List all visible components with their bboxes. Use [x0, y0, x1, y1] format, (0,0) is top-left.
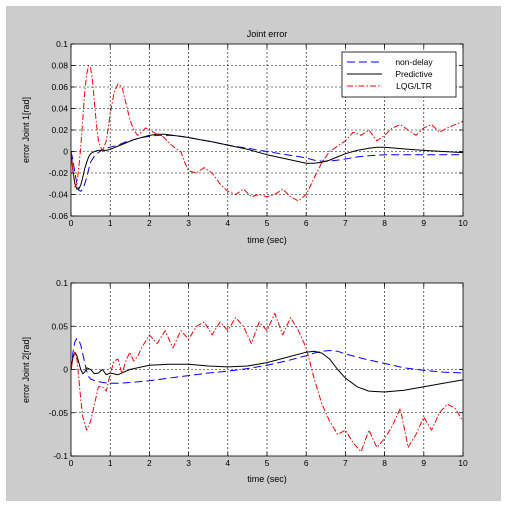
- x-tick-label-joint2: 5: [265, 458, 270, 468]
- chart-title: Joint error: [247, 29, 288, 39]
- series-line-predictive-joint1: [70, 133, 464, 190]
- y-tick-label-joint2: -0.05: [49, 408, 69, 418]
- y-tick-label-joint1: -0.02: [49, 168, 69, 178]
- x-tick-label-joint1: 6: [304, 218, 309, 228]
- legend-label-lqg-ltr: LQG/LTR: [396, 81, 432, 91]
- y-tick-label-joint2: -0.1: [53, 451, 68, 461]
- y-tick-label-joint2: 0: [63, 365, 68, 375]
- y-tick-label-joint2: 0.05: [51, 321, 68, 331]
- x-tick-label-joint1: 0: [69, 218, 74, 228]
- series-line-predictive-joint2: [70, 350, 464, 393]
- ticks-joint2: 0 1 2 3 4 5 6 7 8 9 10 -0.1 -0.05 0 0.05 0.1: [49, 278, 468, 468]
- x-tick-label-joint2: 6: [304, 458, 309, 468]
- y-tick-label-joint1: -0.04: [49, 190, 69, 200]
- y-tick-label-joint1: -0.06: [49, 211, 69, 221]
- x-tick-label-joint1: 4: [225, 218, 230, 228]
- grid-joint2: [71, 283, 463, 456]
- y-tick-label-joint1: 0.04: [51, 104, 68, 114]
- y-axis-label-joint2: error Joint 2[rad]: [21, 337, 31, 403]
- y-tick-label-joint1: 0: [63, 147, 68, 157]
- y-tick-label-joint1: 0.08: [51, 61, 68, 71]
- y-tick-label-joint1: 0.02: [51, 125, 68, 135]
- x-tick-label-joint1: 8: [382, 218, 387, 228]
- series-line-lqg-ltr-joint2: [70, 312, 464, 453]
- chart-joint2: 0 1 2 3 4 5 6 7 8 9 10 -0.1 -0.05 0 0.05 0.1 time (sec)…: [21, 278, 468, 484]
- series-line-non-delay-joint2: [70, 337, 464, 384]
- y-tick-label-joint2: 0.1: [56, 278, 68, 288]
- x-tick-label-joint2: 8: [382, 458, 387, 468]
- x-tick-label-joint2: 10: [458, 458, 468, 468]
- series-joint2: [70, 312, 464, 453]
- x-tick-label-joint2: 4: [225, 458, 230, 468]
- x-axis-label-joint2: time (sec): [247, 474, 287, 484]
- x-tick-label-joint2: 3: [186, 458, 191, 468]
- x-tick-label-joint1: 7: [343, 218, 348, 228]
- x-tick-label-joint1: 9: [421, 218, 426, 228]
- x-tick-label-joint2: 1: [108, 458, 113, 468]
- series-line-non-delay-joint1: [70, 134, 463, 192]
- ticks-joint1: 0 1 2 3 4 5 6 7 8 9 10 -0.06 -0.04 -0.02 0 0.02 0.04 0.06…: [49, 39, 468, 228]
- series-line-lqg-ltr-joint1: [70, 65, 464, 202]
- x-tick-label-joint1: 1: [108, 218, 113, 228]
- x-tick-label-joint2: 2: [147, 458, 152, 468]
- legend: non-delay Predictive LQG/LTR: [341, 51, 457, 98]
- x-tick-label-joint2: 7: [343, 458, 348, 468]
- x-tick-label-joint1: 2: [147, 218, 152, 228]
- x-tick-label-joint1: 5: [265, 218, 270, 228]
- series-joint1: [70, 65, 464, 202]
- y-tick-label-joint1: 0.06: [51, 82, 68, 92]
- y-tick-label-joint1: 0.1: [56, 39, 68, 49]
- y-axis-label-joint1: error Joint 1[rad]: [21, 97, 31, 163]
- legend-label-predictive: Predictive: [395, 69, 433, 79]
- chart-joint1: 0 1 2 3 4 5 6 7 8 9 10 -0.06 -0.04 -0.02 0 0.02 0.04 0.06…: [21, 29, 468, 245]
- x-tick-label-joint1: 10: [458, 218, 468, 228]
- legend-label-non-delay: non-delay: [395, 57, 433, 67]
- x-tick-label-joint1: 3: [186, 218, 191, 228]
- x-axis-label-joint1: time (sec): [247, 235, 287, 245]
- x-tick-label-joint2: 9: [421, 458, 426, 468]
- x-tick-label-joint2: 0: [69, 458, 74, 468]
